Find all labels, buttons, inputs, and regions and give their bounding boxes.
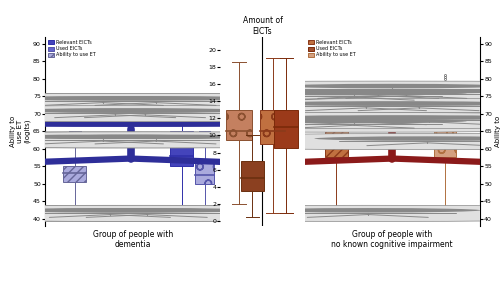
Circle shape — [15, 99, 500, 115]
Circle shape — [280, 84, 500, 88]
Y-axis label: Ability to
use ET
(logits): Ability to use ET (logits) — [10, 116, 30, 147]
Circle shape — [0, 103, 500, 126]
Circle shape — [0, 93, 500, 109]
Bar — [325, 131, 347, 157]
Bar — [195, 159, 214, 184]
Circle shape — [0, 88, 500, 104]
Circle shape — [240, 91, 466, 95]
Circle shape — [316, 115, 500, 120]
Legend: Relevant EICTs, Used EICTs, Ability to use ET: Relevant EICTs, Used EICTs, Ability to u… — [48, 39, 97, 58]
Circle shape — [0, 103, 500, 126]
Circle shape — [0, 105, 500, 122]
Circle shape — [0, 132, 500, 148]
Circle shape — [34, 208, 260, 213]
Circle shape — [0, 205, 500, 221]
Circle shape — [0, 86, 500, 102]
Circle shape — [0, 135, 216, 139]
Bar — [260, 110, 285, 144]
Circle shape — [0, 116, 500, 132]
Bar — [434, 131, 456, 157]
Circle shape — [0, 99, 500, 115]
Circle shape — [266, 89, 491, 94]
Y-axis label: Ability to
use ET
(logits): Ability to use ET (logits) — [495, 116, 500, 147]
Circle shape — [294, 89, 500, 94]
Circle shape — [253, 101, 479, 106]
Circle shape — [253, 115, 479, 120]
Circle shape — [42, 96, 268, 101]
Bar — [64, 166, 86, 182]
Circle shape — [240, 119, 466, 123]
Circle shape — [2, 108, 228, 113]
Circle shape — [0, 132, 500, 148]
X-axis label: Group of people with
no known cognitive impairment: Group of people with no known cognitive … — [332, 230, 453, 249]
Circle shape — [0, 96, 216, 101]
Circle shape — [32, 108, 258, 113]
Circle shape — [0, 81, 500, 97]
Circle shape — [3, 86, 500, 102]
Circle shape — [0, 113, 500, 129]
Legend: Relevant EICTs, Used EICTs, Ability to use ET: Relevant EICTs, Used EICTs, Ability to u… — [307, 39, 356, 58]
X-axis label: Group of people with
dementia: Group of people with dementia — [92, 230, 173, 249]
Circle shape — [0, 93, 500, 109]
Circle shape — [314, 136, 500, 141]
Bar — [170, 131, 193, 166]
Bar — [226, 110, 252, 140]
Circle shape — [0, 205, 500, 221]
Circle shape — [0, 208, 223, 213]
Circle shape — [42, 135, 268, 139]
Bar — [240, 161, 264, 191]
Bar — [274, 110, 298, 148]
Circle shape — [306, 101, 500, 106]
Circle shape — [26, 113, 500, 129]
Circle shape — [0, 205, 500, 221]
Title: Amount of
EICTs: Amount of EICTs — [242, 16, 282, 36]
Circle shape — [24, 134, 500, 150]
Circle shape — [255, 208, 480, 213]
Circle shape — [0, 105, 500, 122]
